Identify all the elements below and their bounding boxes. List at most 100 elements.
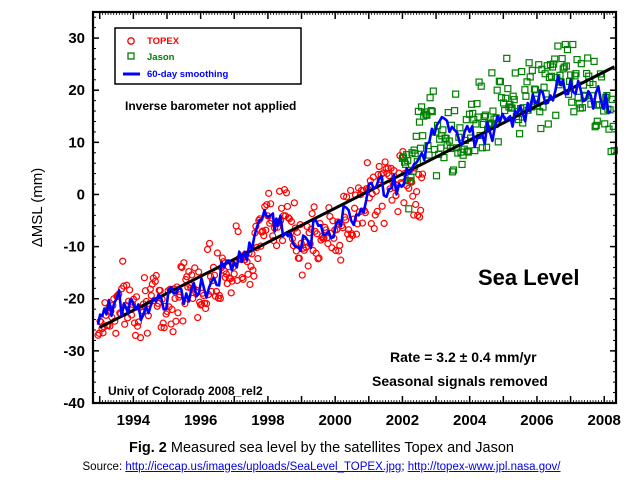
- topex-point: [324, 240, 332, 248]
- topex-point: [332, 246, 340, 255]
- sea-level-title-bg: [470, 262, 604, 294]
- jason-point: [463, 147, 471, 155]
- topex-point: [346, 186, 355, 195]
- jason-point: [589, 80, 597, 89]
- smoothing-series: [96, 74, 612, 326]
- jason-point: [415, 118, 424, 126]
- jason-point: [468, 100, 476, 108]
- topex-point: [304, 262, 312, 270]
- jason-point: [568, 98, 576, 106]
- jason-point: [412, 132, 420, 140]
- topex-point: [254, 254, 262, 263]
- jason-point: [416, 144, 425, 152]
- topex-point: [378, 202, 386, 210]
- y-tick-label: -30: [63, 343, 85, 360]
- x-tick-label: 1996: [184, 412, 217, 429]
- jason-point: [502, 94, 510, 102]
- topex-point: [234, 227, 242, 236]
- topex-point: [169, 328, 177, 336]
- jason-point: [404, 156, 412, 165]
- jason-point: [571, 72, 579, 80]
- legend-box: [114, 27, 302, 85]
- jason-point: [573, 55, 581, 64]
- topex-point: [265, 189, 273, 197]
- jason-point: [530, 85, 539, 93]
- topex-point: [394, 208, 402, 216]
- topex-point: [405, 184, 413, 192]
- topex-point: [143, 329, 151, 337]
- jason-point: [610, 147, 618, 155]
- jason-point: [451, 107, 459, 115]
- topex-point: [171, 294, 179, 303]
- source-link-icecap[interactable]: http://icecap.us/images/uploads/SeaLevel…: [125, 461, 402, 473]
- topex-point: [140, 274, 149, 282]
- jason-point: [525, 59, 533, 67]
- jason-point: [496, 78, 504, 86]
- topex-point: [283, 202, 292, 211]
- x-tick-label: 2004: [453, 412, 487, 429]
- jason-point: [563, 46, 572, 54]
- topex-point: [293, 228, 301, 236]
- y-axis-ticks: -40 -30 -20 -10 0 10 20 30: [63, 16, 616, 412]
- jason-point: [503, 54, 511, 62]
- topex-point: [400, 199, 408, 207]
- jason-point: [544, 120, 552, 128]
- figure-caption: Fig. 2 Measured sea level by the satelli…: [0, 440, 643, 456]
- jason-point: [439, 126, 447, 134]
- topex-point: [417, 206, 425, 214]
- jason-point: [572, 70, 580, 78]
- topex-point: [358, 219, 367, 227]
- jason-point: [558, 54, 566, 63]
- topex-point: [202, 300, 211, 308]
- figure-label: Fig. 2: [128, 440, 167, 456]
- jason-point: [567, 71, 575, 79]
- topex-point: [267, 200, 275, 208]
- topex-point: [343, 193, 351, 201]
- topex-point: [363, 159, 371, 167]
- jason-point: [411, 150, 419, 158]
- topex-point: [152, 271, 160, 280]
- seasonal-note: Seasonal signals removed: [372, 373, 548, 389]
- topex-point: [298, 271, 306, 279]
- trend-series: [99, 65, 615, 329]
- legend-jason-marker: [127, 52, 135, 60]
- topex-point: [263, 201, 271, 209]
- x-tick-label: 2006: [520, 412, 553, 429]
- topex-point: [407, 177, 415, 186]
- rate-note: Rate = 3.2 ± 0.4 mm/yr: [390, 349, 537, 365]
- jason-point: [537, 124, 545, 133]
- jason-point: [480, 113, 489, 121]
- topex-point: [156, 286, 164, 295]
- x-tick-label: 1998: [251, 412, 284, 429]
- jason-point: [405, 205, 413, 213]
- topex-point: [414, 211, 422, 220]
- topex-point: [381, 158, 389, 166]
- topex-point: [191, 264, 199, 272]
- jason-point: [601, 120, 609, 128]
- jason-point: [552, 111, 560, 119]
- jason-point: [497, 94, 506, 102]
- topex-point: [168, 305, 176, 314]
- topex-point: [380, 219, 388, 228]
- jason-point: [475, 78, 483, 86]
- source-link-jpl[interactable]: http://topex-www.jpl.nasa.gov/: [407, 461, 561, 473]
- topex-point: [386, 185, 394, 193]
- jason-point: [561, 40, 569, 49]
- topex-point: [273, 241, 281, 250]
- jason-point: [547, 72, 556, 80]
- inverse-barometer-note: Inverse barometer not applied: [125, 99, 296, 113]
- jason-point: [482, 143, 491, 151]
- topex-point: [203, 245, 212, 254]
- legend-topex-marker: [127, 37, 135, 45]
- legend-jason-label: Jason: [147, 52, 175, 63]
- topex-point: [126, 286, 134, 294]
- jason-point: [593, 117, 601, 125]
- jason-point: [456, 124, 464, 132]
- jason-point: [592, 121, 600, 129]
- jason-point: [578, 104, 586, 112]
- figure-caption-text: Measured sea level by the satellites Top…: [166, 440, 514, 456]
- topex-point: [132, 293, 141, 301]
- figure-source: Source: http://icecap.us/images/uploads/…: [0, 461, 643, 473]
- topex-point: [412, 200, 420, 209]
- x-tick-label: 1994: [117, 412, 151, 429]
